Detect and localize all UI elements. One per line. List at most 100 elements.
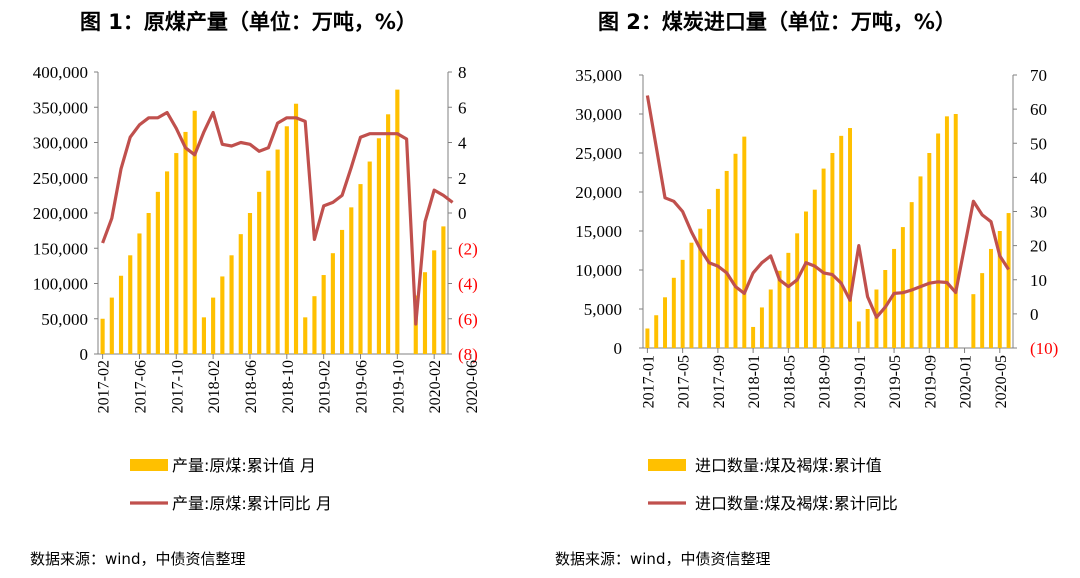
right-y-left-tick-label: 5,000 bbox=[584, 300, 622, 319]
right-bar bbox=[918, 176, 923, 348]
right-bar bbox=[689, 242, 694, 348]
right-y-right-tick-label: 30 bbox=[1030, 203, 1047, 222]
chart-2-title: 图 2：煤炭进口量（单位：万吨，%） bbox=[598, 10, 956, 34]
right-bar bbox=[909, 202, 914, 348]
left-y-right-tick-label: 0 bbox=[458, 204, 467, 223]
left-bar bbox=[386, 114, 391, 354]
left-bar bbox=[220, 276, 225, 354]
right-bar bbox=[724, 170, 729, 348]
chart-1-svg: 0 50,000 100,000 150,000 200,000 250,000 300,0… bbox=[33, 63, 481, 513]
left-bar bbox=[257, 191, 262, 354]
right-bar bbox=[856, 321, 861, 348]
left-legend-bar-label: 产量:原煤:累计值 月 bbox=[172, 456, 316, 475]
left-y-right-tick-label: 6 bbox=[458, 98, 467, 117]
left-bar bbox=[201, 317, 206, 354]
left-y-left-tick-label: 50,000 bbox=[41, 310, 88, 329]
left-x-tick-label: 2019-02 bbox=[317, 360, 334, 413]
left-x-tick-label: 2019-10 bbox=[390, 360, 407, 413]
left-bar bbox=[165, 171, 170, 354]
left-bar bbox=[422, 272, 428, 354]
right-x-tick-label: 2017-01 bbox=[640, 355, 657, 408]
left-y-left-tick-label: 350,000 bbox=[33, 98, 88, 117]
right-bar bbox=[953, 114, 958, 348]
chart-1-source: 数据来源：wind，中债资信整理 bbox=[30, 550, 246, 568]
left-y-right-tick-label: 8 bbox=[458, 63, 467, 82]
right-x-tick-label: 2020-05 bbox=[993, 355, 1010, 408]
right-bar bbox=[795, 233, 800, 348]
left-x-tick-label: 2018-06 bbox=[243, 360, 260, 413]
left-legend-bar-swatch bbox=[130, 459, 168, 471]
left-bar bbox=[358, 184, 363, 354]
left-y-right-tick-label: (8) bbox=[458, 345, 478, 364]
right-bar bbox=[988, 248, 993, 348]
left-bar bbox=[118, 275, 124, 354]
right-y-right-tick-label: 40 bbox=[1030, 168, 1047, 187]
left-bar bbox=[109, 297, 114, 354]
right-bar bbox=[742, 136, 747, 348]
right-bar bbox=[698, 228, 703, 348]
right-y-right-tick-label: (10) bbox=[1030, 339, 1058, 358]
right-bar bbox=[971, 294, 976, 348]
chart-1-title: 图 1：原煤产量（单位：万吨，%） bbox=[80, 10, 417, 34]
left-bar bbox=[340, 229, 345, 354]
left-bar bbox=[128, 255, 133, 354]
left-bar bbox=[137, 233, 142, 354]
left-bar bbox=[100, 318, 105, 354]
right-bar bbox=[821, 168, 826, 348]
left-y-left-tick-label: 150,000 bbox=[33, 239, 88, 258]
left-x-tick-label: 2017-02 bbox=[96, 360, 113, 413]
left-x-tick-label: 2017-06 bbox=[132, 360, 149, 413]
right-bar bbox=[830, 153, 835, 348]
right-y-right-tick-label: 60 bbox=[1030, 100, 1047, 119]
left-bar bbox=[303, 317, 308, 354]
right-bar bbox=[803, 211, 808, 348]
right-line-series bbox=[645, 95, 1010, 319]
right-bar bbox=[707, 209, 712, 348]
left-bar bbox=[192, 110, 197, 355]
right-bar bbox=[654, 315, 659, 348]
right-y-right-tick-label: 50 bbox=[1030, 134, 1047, 153]
right-bar bbox=[980, 273, 985, 348]
right-bar bbox=[936, 133, 941, 348]
left-bar bbox=[321, 275, 326, 354]
left-bar bbox=[284, 126, 289, 354]
right-y-left-tick-label: 25,000 bbox=[575, 144, 622, 163]
right-bar bbox=[927, 153, 932, 348]
right-bar bbox=[900, 227, 905, 348]
chart-2-source: 数据来源：wind，中债资信整理 bbox=[555, 550, 771, 568]
right-bar bbox=[812, 189, 817, 348]
left-y-right-tick-label: (6) bbox=[458, 310, 478, 329]
left-y-right-tick-label: 2 bbox=[458, 169, 467, 188]
right-x-tick-label: 2017-05 bbox=[676, 355, 693, 408]
right-bar bbox=[777, 270, 782, 348]
right-bar bbox=[848, 128, 853, 348]
right-legend-line-label: 进口数量:煤及褐煤:累计同比 bbox=[695, 494, 898, 513]
right-legend-bar-label: 进口数量:煤及褐煤:累计值 bbox=[695, 456, 882, 475]
right-bar bbox=[663, 297, 668, 348]
right-bar bbox=[715, 188, 720, 348]
left-y-right-tick-label: (2) bbox=[458, 239, 478, 258]
right-y-right-tick-label: 70 bbox=[1030, 66, 1047, 85]
left-bar bbox=[155, 191, 160, 354]
left-bar bbox=[174, 153, 179, 354]
right-bar bbox=[997, 231, 1002, 348]
right-legend-bar-swatch bbox=[648, 459, 686, 471]
left-x-tick-label: 2018-02 bbox=[206, 360, 223, 413]
left-y-left-tick-label: 100,000 bbox=[33, 275, 88, 294]
left-bar bbox=[349, 207, 354, 354]
left-x-tick-label: 2019-06 bbox=[354, 360, 371, 413]
left-bar bbox=[312, 296, 317, 354]
right-y-right-tick-label: 10 bbox=[1030, 271, 1047, 290]
right-y-left-tick-label: 15,000 bbox=[575, 222, 622, 241]
left-line-series bbox=[101, 110, 454, 326]
left-x-tick-label: 2017-10 bbox=[169, 360, 186, 413]
right-bar bbox=[759, 307, 764, 348]
left-bar bbox=[266, 170, 271, 354]
right-x-tick-label: 2018-01 bbox=[746, 355, 763, 408]
left-bar bbox=[376, 138, 381, 354]
right-x-tick-label: 2019-05 bbox=[887, 355, 904, 408]
left-bar bbox=[275, 149, 280, 354]
left-x-tick-label: 2020-02 bbox=[427, 360, 444, 413]
right-x-tick-label: 2019-09 bbox=[922, 355, 939, 408]
right-y-left-tick-label: 0 bbox=[614, 339, 623, 358]
